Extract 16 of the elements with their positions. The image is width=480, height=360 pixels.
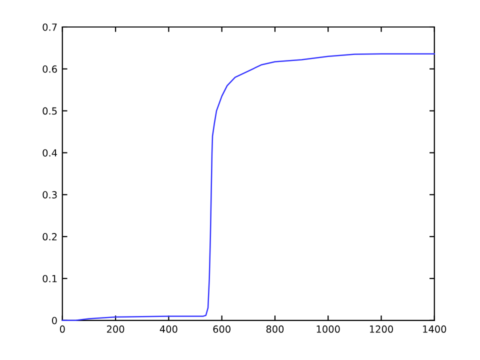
x-tick-label: 0 [60,325,65,333]
y-tick-label: 0.7 [42,23,57,31]
y-tick-label: 0 [52,316,57,324]
x-tick-label: 1000 [316,325,340,333]
x-tick-label: 200 [106,325,124,333]
x-tick-label: 1200 [370,325,393,333]
y-tick-label: 0.3 [42,191,57,198]
y-tick-label: 0.6 [42,65,57,73]
x-tick-label: 800 [266,325,284,333]
x-tick-label: 600 [213,325,230,333]
y-tick-label: 0.1 [42,274,57,282]
x-tick-label: 400 [160,325,178,333]
y-tick-label: 0.2 [42,233,57,240]
y-tick-label: 0.5 [42,107,57,115]
x-tick-label: 1400 [423,325,446,333]
y-tick-label: 0.4 [42,149,57,157]
